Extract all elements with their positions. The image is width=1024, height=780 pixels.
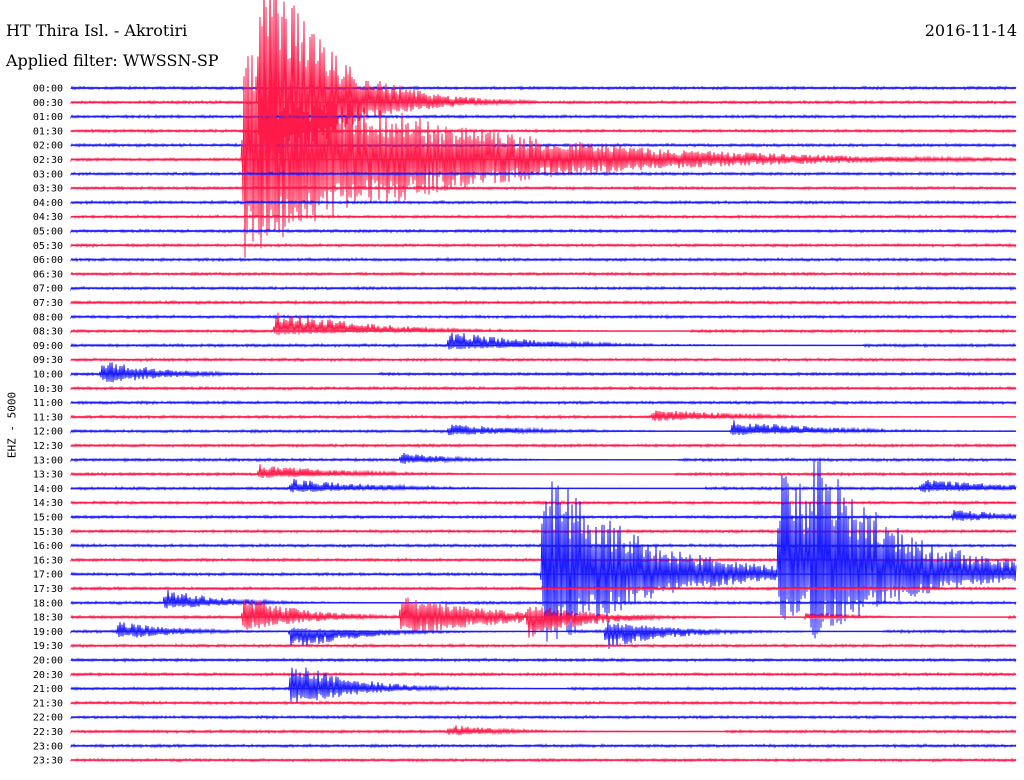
time-tick-label: 22:30 xyxy=(33,727,63,738)
time-tick-labels: 00:00 00:30 01:00 01:30 02:00 02:30 03:00 03:30… xyxy=(33,84,63,767)
trace-group xyxy=(70,0,1017,763)
time-tick-label: 09:30 xyxy=(33,355,63,366)
date-label: 2016-11-14 xyxy=(924,21,1017,40)
time-tick-label: 20:00 xyxy=(33,656,63,667)
trace-line xyxy=(70,332,1017,350)
station-title: HT Thira Isl. - Akrotiri xyxy=(6,21,188,40)
time-tick-label: 21:30 xyxy=(33,698,63,709)
time-tick-label: 02:00 xyxy=(33,141,63,152)
trace-line xyxy=(70,725,1017,736)
time-tick-label: 10:30 xyxy=(33,384,63,395)
time-tick-label: 03:00 xyxy=(33,169,63,180)
time-tick-label: 12:00 xyxy=(33,427,63,438)
time-tick-label: 04:30 xyxy=(33,212,63,223)
trace-line xyxy=(70,478,1017,493)
time-tick-label: 05:00 xyxy=(33,227,63,238)
time-tick-label: 14:00 xyxy=(33,484,63,495)
time-tick-label: 02:30 xyxy=(33,155,63,166)
time-tick-label: 09:00 xyxy=(33,341,63,352)
trace-line xyxy=(70,464,1017,478)
time-tick-label: 00:00 xyxy=(33,84,63,95)
trace-line xyxy=(70,362,1017,383)
time-tick-label: 05:30 xyxy=(33,241,63,252)
time-tick-label: 08:00 xyxy=(33,312,63,323)
trace-line xyxy=(70,0,1017,209)
time-tick-label: 04:00 xyxy=(33,198,63,209)
trace-line xyxy=(70,55,1017,258)
time-tick-label: 01:00 xyxy=(33,112,63,123)
time-tick-label: 19:00 xyxy=(33,627,63,638)
time-tick-label: 07:30 xyxy=(33,298,63,309)
time-tick-label: 20:30 xyxy=(33,670,63,681)
time-tick-label: 16:30 xyxy=(33,555,63,566)
time-tick-label: 14:30 xyxy=(33,498,63,509)
trace-line xyxy=(70,667,1017,704)
time-tick-label: 18:00 xyxy=(33,598,63,609)
filter-label: Applied filter: WWSSN-SP xyxy=(6,51,219,70)
time-tick-label: 18:30 xyxy=(33,613,63,624)
time-tick-label: 23:30 xyxy=(33,756,63,767)
trace-line xyxy=(70,420,1017,436)
time-tick-label: 11:00 xyxy=(33,398,63,409)
trace-line xyxy=(70,410,1017,421)
time-tick-label: 23:00 xyxy=(33,741,63,752)
time-tick-label: 08:30 xyxy=(33,327,63,338)
time-tick-label: 15:30 xyxy=(33,527,63,538)
time-tick-label: 06:30 xyxy=(33,269,63,280)
time-tick-label: 13:30 xyxy=(33,470,63,481)
time-tick-label: 17:00 xyxy=(33,570,63,581)
time-tick-label: 16:00 xyxy=(33,541,63,552)
time-tick-label: 15:00 xyxy=(33,513,63,524)
time-tick-label: 19:30 xyxy=(33,641,63,652)
time-tick-label: 10:00 xyxy=(33,370,63,381)
time-tick-label: 17:30 xyxy=(33,584,63,595)
time-tick-label: 01:30 xyxy=(33,126,63,137)
time-tick-label: 22:00 xyxy=(33,713,63,724)
time-tick-label: 03:30 xyxy=(33,184,63,195)
trace-line xyxy=(70,453,1017,464)
time-tick-label: 21:00 xyxy=(33,684,63,695)
time-tick-label: 00:30 xyxy=(33,98,63,109)
time-tick-label: 12:30 xyxy=(33,441,63,452)
time-tick-label: 06:00 xyxy=(33,255,63,266)
time-tick-label: 13:00 xyxy=(33,455,63,466)
time-tick-label: 07:00 xyxy=(33,284,63,295)
time-tick-label: 11:30 xyxy=(33,412,63,423)
